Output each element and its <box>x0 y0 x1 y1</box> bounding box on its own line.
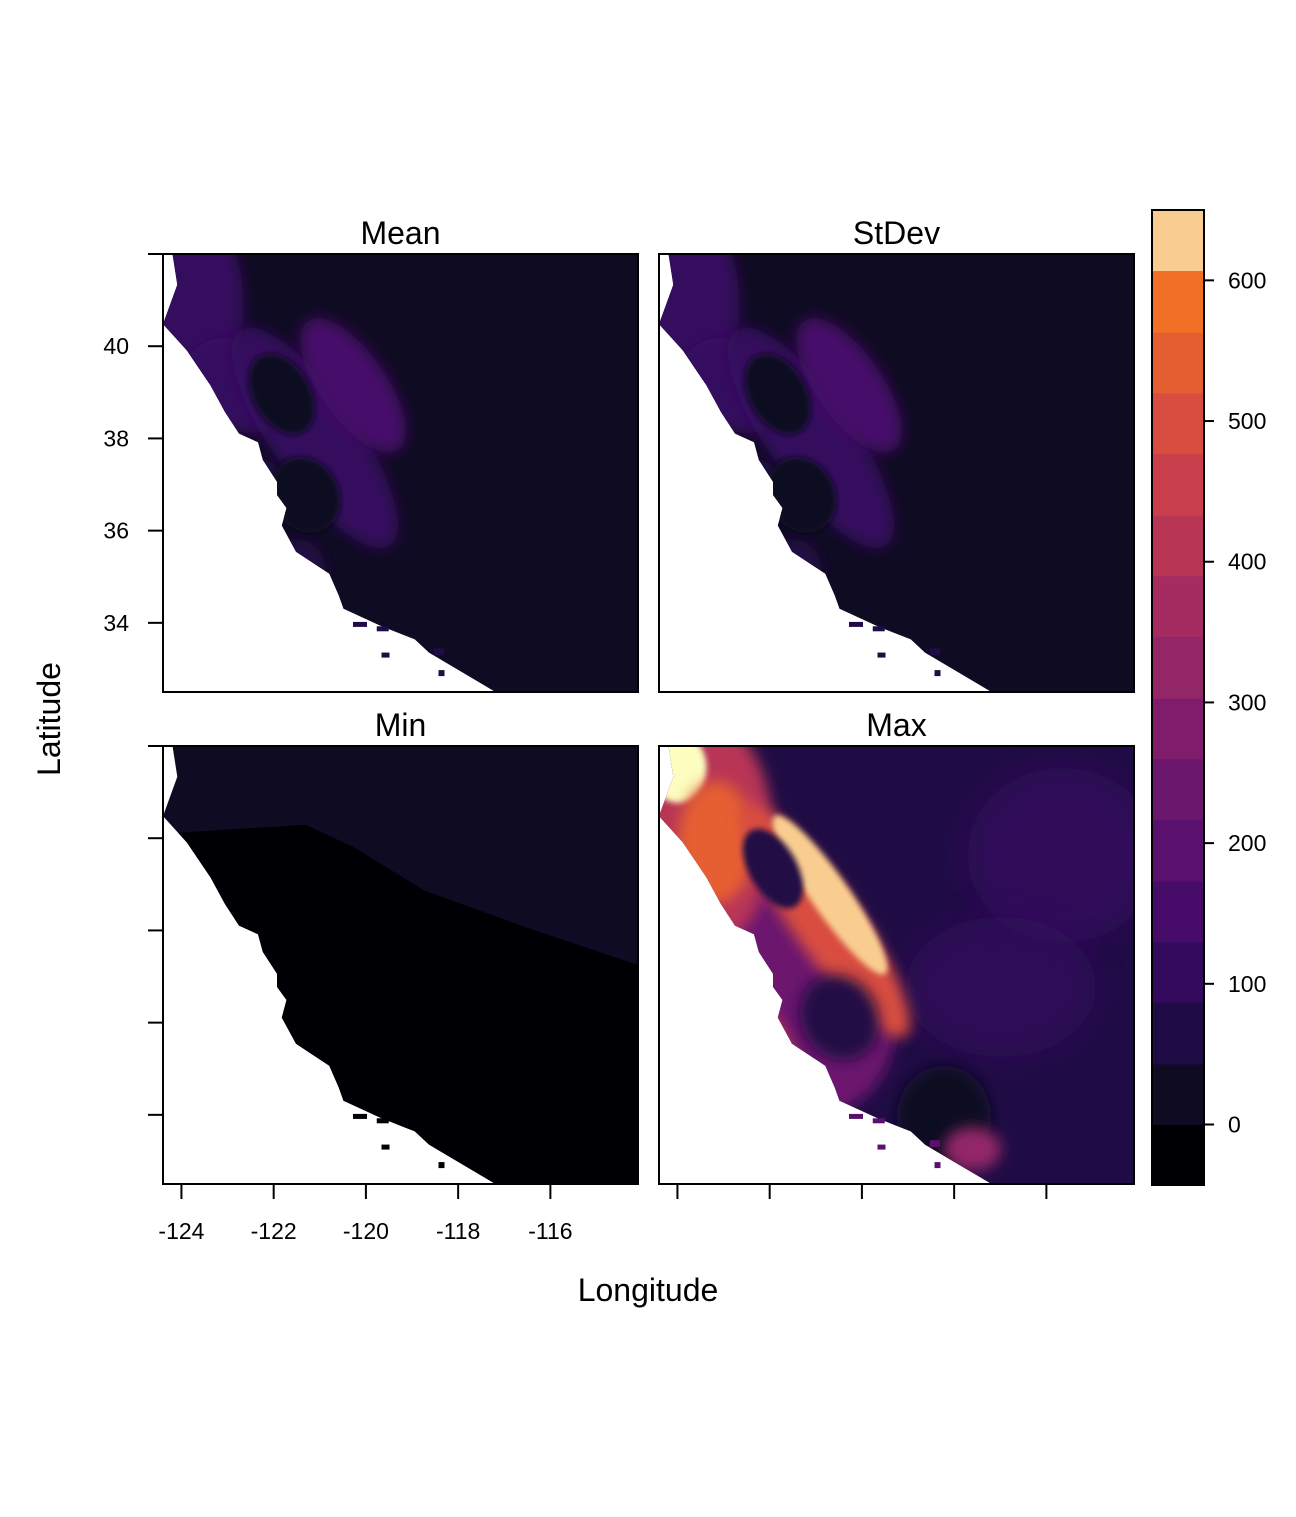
y-tick-label: 34 <box>103 610 129 636</box>
colorbar-swatch <box>1152 819 1204 882</box>
field-blob <box>300 318 406 453</box>
colorbar-swatch <box>1152 210 1204 271</box>
panel-title-max: Max <box>866 707 926 743</box>
island-mark <box>353 1113 367 1119</box>
island-mark <box>877 1144 886 1150</box>
colorbar-tick-label: 400 <box>1228 549 1266 575</box>
colorbar-tick-label: 300 <box>1228 689 1266 715</box>
island-mark <box>353 621 367 627</box>
colorbar-swatch <box>1152 941 1204 1003</box>
island-mark <box>872 626 885 632</box>
y-axis-label: Latitude <box>31 662 67 776</box>
panel-min: Min -124 -122 -120 -118 -116 <box>148 707 639 1244</box>
colorbar-swatch <box>1152 270 1204 333</box>
panel-title-mean: Mean <box>360 215 440 251</box>
field-blob <box>799 975 880 1060</box>
field-blob <box>744 353 811 435</box>
colorbar-swatch <box>1152 575 1204 637</box>
island-mark <box>438 670 445 677</box>
island-mark <box>438 1162 445 1169</box>
panels-group: Mean 34 36 38 40 StDev Min -124 -122 -120 -118 -116… <box>103 215 1135 1244</box>
colorbar-swatch <box>1152 1124 1204 1186</box>
field-blob <box>796 318 902 453</box>
x-tick-label: -124 <box>158 1218 204 1244</box>
panel-frame <box>162 745 639 1185</box>
field-blob <box>742 828 804 909</box>
island-mark <box>433 648 444 656</box>
colorbar-frame <box>1151 209 1205 1186</box>
field-blob <box>270 456 341 533</box>
island-mark <box>934 1162 941 1169</box>
island-mark <box>376 626 389 632</box>
colorbar-swatch <box>1152 881 1204 943</box>
island-mark <box>929 1140 940 1148</box>
y-tick-label: 40 <box>103 333 129 359</box>
island-mark <box>872 1118 885 1124</box>
panel-frame <box>658 253 1135 693</box>
colorbar-tick-label: 0 <box>1228 1112 1241 1138</box>
island-mark <box>934 670 941 677</box>
x-axis-label: Longitude <box>578 1272 719 1308</box>
field-blob <box>766 456 837 533</box>
island-mark <box>849 621 863 627</box>
island-mark <box>929 648 940 656</box>
panel-title-stdev: StDev <box>853 215 940 251</box>
y-tick-label: 38 <box>103 425 129 451</box>
panel-stdev: StDev <box>658 215 1135 693</box>
panel-title-min: Min <box>375 707 427 743</box>
field-blob <box>772 815 888 975</box>
colorbar-swatch <box>1152 332 1204 394</box>
colorbar-swatch <box>1152 636 1204 699</box>
x-tick-label: -116 <box>528 1218 572 1244</box>
colorbar-tick-label: 100 <box>1228 971 1266 997</box>
x-tick-label: -118 <box>436 1218 480 1244</box>
panel-frame <box>658 745 1135 1185</box>
island-mark <box>381 652 390 658</box>
field-blob <box>967 767 1134 944</box>
colorbar: 0 100 200 300 400 500 600 <box>1151 209 1266 1186</box>
colorbar-swatch <box>1152 453 1204 516</box>
x-tick-label: -122 <box>251 1218 297 1244</box>
colorbar-swatch <box>1152 515 1204 577</box>
panel-frame <box>162 253 639 693</box>
field-blob <box>248 353 315 435</box>
island-mark <box>849 1113 863 1119</box>
colorbar-tick-label: 500 <box>1228 408 1266 434</box>
panel-mean: Mean 34 36 38 40 <box>103 215 639 693</box>
panel-max: Max <box>658 707 1135 1199</box>
island-mark <box>381 1144 390 1150</box>
island-mark <box>433 1140 444 1148</box>
colorbar-swatch <box>1152 392 1204 454</box>
island-mark <box>376 1118 389 1124</box>
colorbar-swatch <box>1152 698 1204 760</box>
field-blob <box>906 916 1096 1057</box>
colorbar-tick-label: 600 <box>1228 267 1266 293</box>
x-tick-label: -120 <box>343 1218 389 1244</box>
island-mark <box>877 652 886 658</box>
field-blob <box>944 1127 1001 1171</box>
y-tick-label: 36 <box>103 518 129 544</box>
colorbar-swatch <box>1152 1002 1204 1065</box>
colorbar-swatch <box>1152 1064 1204 1126</box>
colorbar-tick-label: 200 <box>1228 830 1266 856</box>
colorbar-swatch <box>1152 758 1204 820</box>
